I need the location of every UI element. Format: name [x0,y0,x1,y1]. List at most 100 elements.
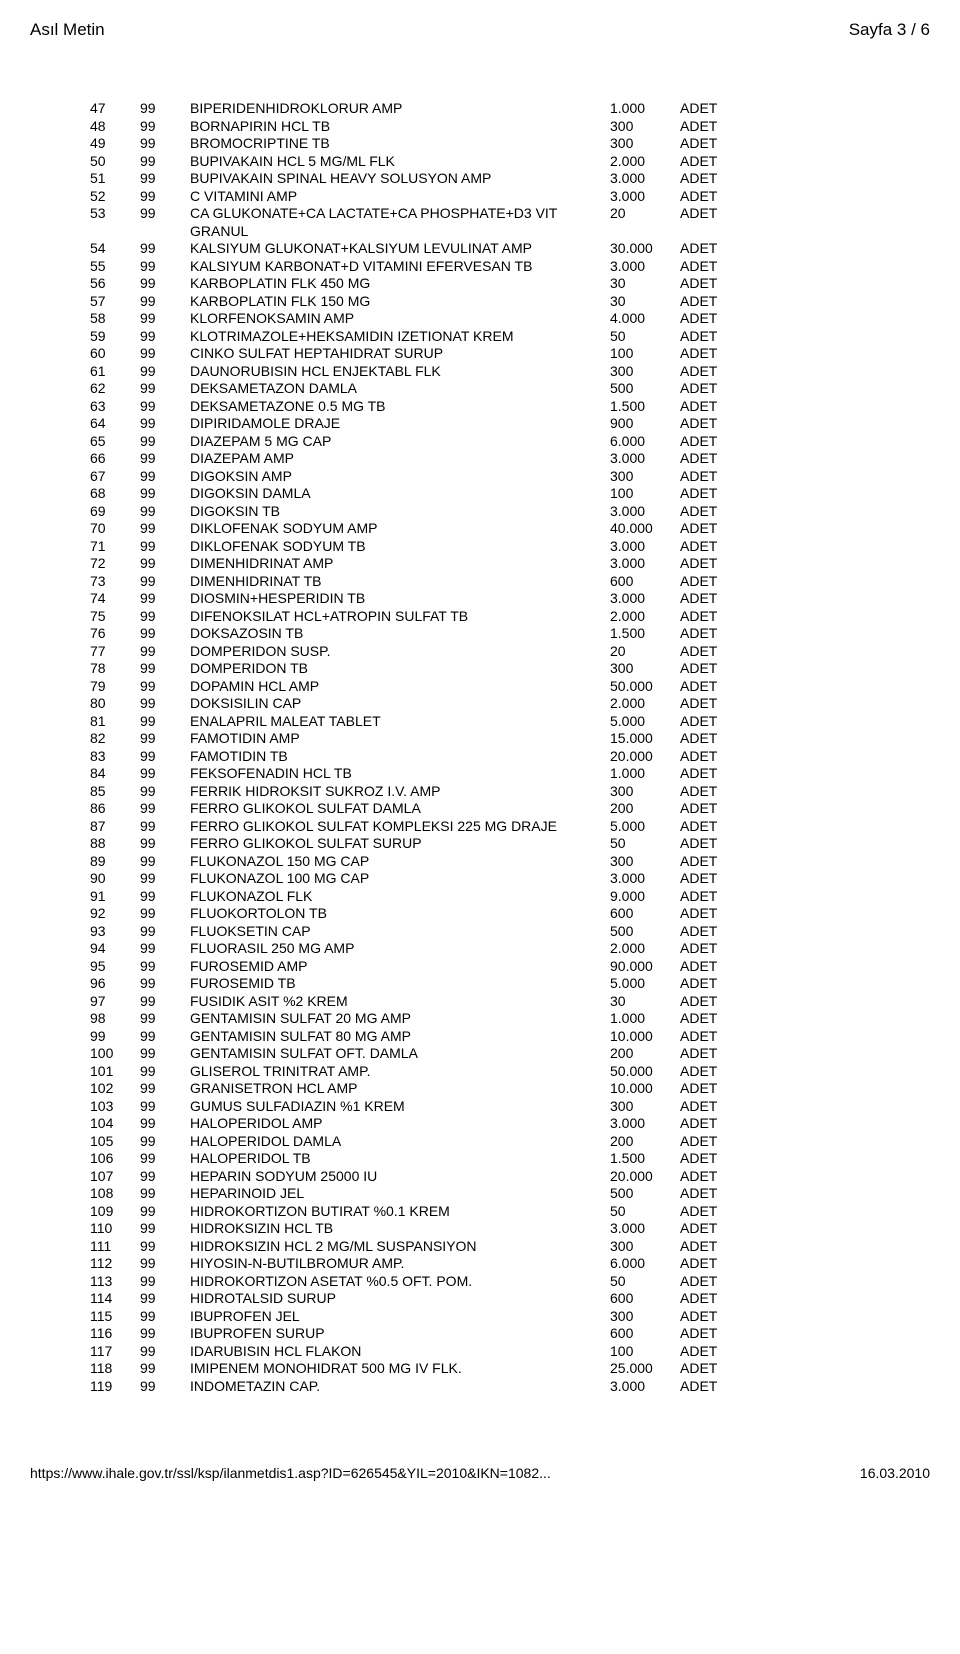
col-unit: ADET [680,888,740,906]
col-index: 49 [90,135,140,153]
col-description: KLORFENOKSAMIN AMP [190,310,610,328]
col-quantity: 1.500 [610,398,680,416]
col-description: FUROSEMID TB [190,975,610,993]
table-row: 11799IDARUBISIN HCL FLAKON100ADET [90,1343,930,1361]
col-index: 67 [90,468,140,486]
col-unit: ADET [680,1238,740,1256]
col-unit: ADET [680,660,740,678]
col-quantity: 500 [610,1185,680,1203]
col-unit: ADET [680,940,740,958]
col-quantity: 5.000 [610,713,680,731]
col-description: HIDROKORTIZON BUTIRAT %0.1 KREM [190,1203,610,1221]
col-code: 99 [140,923,190,941]
table-row: 9899GENTAMISIN SULFAT 20 MG AMP1.000ADET [90,1010,930,1028]
col-index: 117 [90,1343,140,1361]
col-description: DIGOKSIN DAMLA [190,485,610,503]
col-quantity: 3.000 [610,1220,680,1238]
col-quantity: 2.000 [610,608,680,626]
col-code: 99 [140,625,190,643]
col-unit: ADET [680,1010,740,1028]
table-row: 5299C VITAMINI AMP3.000ADET [90,188,930,206]
col-quantity: 30 [610,275,680,293]
col-quantity: 50 [610,1273,680,1291]
col-unit: ADET [680,678,740,696]
table-row: 8199ENALAPRIL MALEAT TABLET5.000ADET [90,713,930,731]
col-index: 68 [90,485,140,503]
col-description: FUSIDIK ASIT %2 KREM [190,993,610,1011]
table-row: 11099HIDROKSIZIN HCL TB3.000ADET [90,1220,930,1238]
col-code: 99 [140,118,190,136]
table-row: 10499HALOPERIDOL AMP3.000ADET [90,1115,930,1133]
col-index: 100 [90,1045,140,1063]
col-description: DOMPERIDON SUSP. [190,643,610,661]
col-index: 96 [90,975,140,993]
col-description: KARBOPLATIN FLK 450 MG [190,275,610,293]
table-row: 8799FERRO GLIKOKOL SULFAT KOMPLEKSI 225 … [90,818,930,836]
col-description: DIOSMIN+HESPERIDIN TB [190,590,610,608]
col-index: 91 [90,888,140,906]
col-unit: ADET [680,450,740,468]
col-quantity: 600 [610,1290,680,1308]
table-row: 6899DIGOKSIN DAMLA100ADET [90,485,930,503]
col-code: 99 [140,1325,190,1343]
col-code: 99 [140,363,190,381]
col-unit: ADET [680,1045,740,1063]
col-code: 99 [140,1290,190,1308]
col-quantity: 3.000 [610,503,680,521]
col-code: 99 [140,1080,190,1098]
col-code: 99 [140,100,190,118]
col-quantity: 10.000 [610,1080,680,1098]
col-unit: ADET [680,818,740,836]
col-quantity: 300 [610,1098,680,1116]
col-code: 99 [140,1273,190,1291]
col-unit: ADET [680,1168,740,1186]
col-quantity: 200 [610,800,680,818]
col-code: 99 [140,1133,190,1151]
col-unit: ADET [680,135,740,153]
col-code: 99 [140,240,190,258]
col-code: 99 [140,800,190,818]
table-row: 6499DIPIRIDAMOLE DRAJE900ADET [90,415,930,433]
col-index: 99 [90,1028,140,1046]
table-row: 9999GENTAMISIN SULFAT 80 MG AMP10.000ADE… [90,1028,930,1046]
col-description: HEPARIN SODYUM 25000 IU [190,1168,610,1186]
col-index: 53 [90,205,140,223]
col-unit: ADET [680,835,740,853]
col-index: 72 [90,555,140,573]
col-unit: ADET [680,1360,740,1378]
col-index: 108 [90,1185,140,1203]
col-index: 58 [90,310,140,328]
col-index: 92 [90,905,140,923]
data-table: 4799BIPERIDENHIDROKLORUR AMP1.000ADET489… [90,100,930,1395]
col-index: 55 [90,258,140,276]
col-unit: ADET [680,590,740,608]
col-code: 99 [140,1185,190,1203]
col-description: FERRO GLIKOKOL SULFAT KOMPLEKSI 225 MG D… [190,818,610,836]
col-unit: ADET [680,923,740,941]
col-quantity: 200 [610,1133,680,1151]
col-index: 48 [90,118,140,136]
col-quantity: 300 [610,363,680,381]
col-index: 52 [90,188,140,206]
col-code: 99 [140,713,190,731]
col-unit: ADET [680,100,740,118]
col-code: 99 [140,153,190,171]
col-description: DOPAMIN HCL AMP [190,678,610,696]
col-description: HIDROTALSID SURUP [190,1290,610,1308]
col-code: 99 [140,1168,190,1186]
table-row: 9299FLUOKORTOLON TB600ADET [90,905,930,923]
table-row: 7699DOKSAZOSIN TB1.500ADET [90,625,930,643]
col-description: FLUKONAZOL FLK [190,888,610,906]
col-unit: ADET [680,275,740,293]
col-unit: ADET [680,748,740,766]
table-row: 8099DOKSISILIN CAP2.000ADET [90,695,930,713]
col-description: HIDROKSIZIN HCL TB [190,1220,610,1238]
table-row: 6299DEKSAMETAZON DAMLA500ADET [90,380,930,398]
col-code: 99 [140,818,190,836]
col-unit: ADET [680,643,740,661]
table-row: 9099FLUKONAZOL 100 MG CAP3.000ADET [90,870,930,888]
col-code: 99 [140,555,190,573]
table-row: 4999BROMOCRIPTINE TB300ADET [90,135,930,153]
col-description: DIAZEPAM 5 MG CAP [190,433,610,451]
col-unit: ADET [680,310,740,328]
